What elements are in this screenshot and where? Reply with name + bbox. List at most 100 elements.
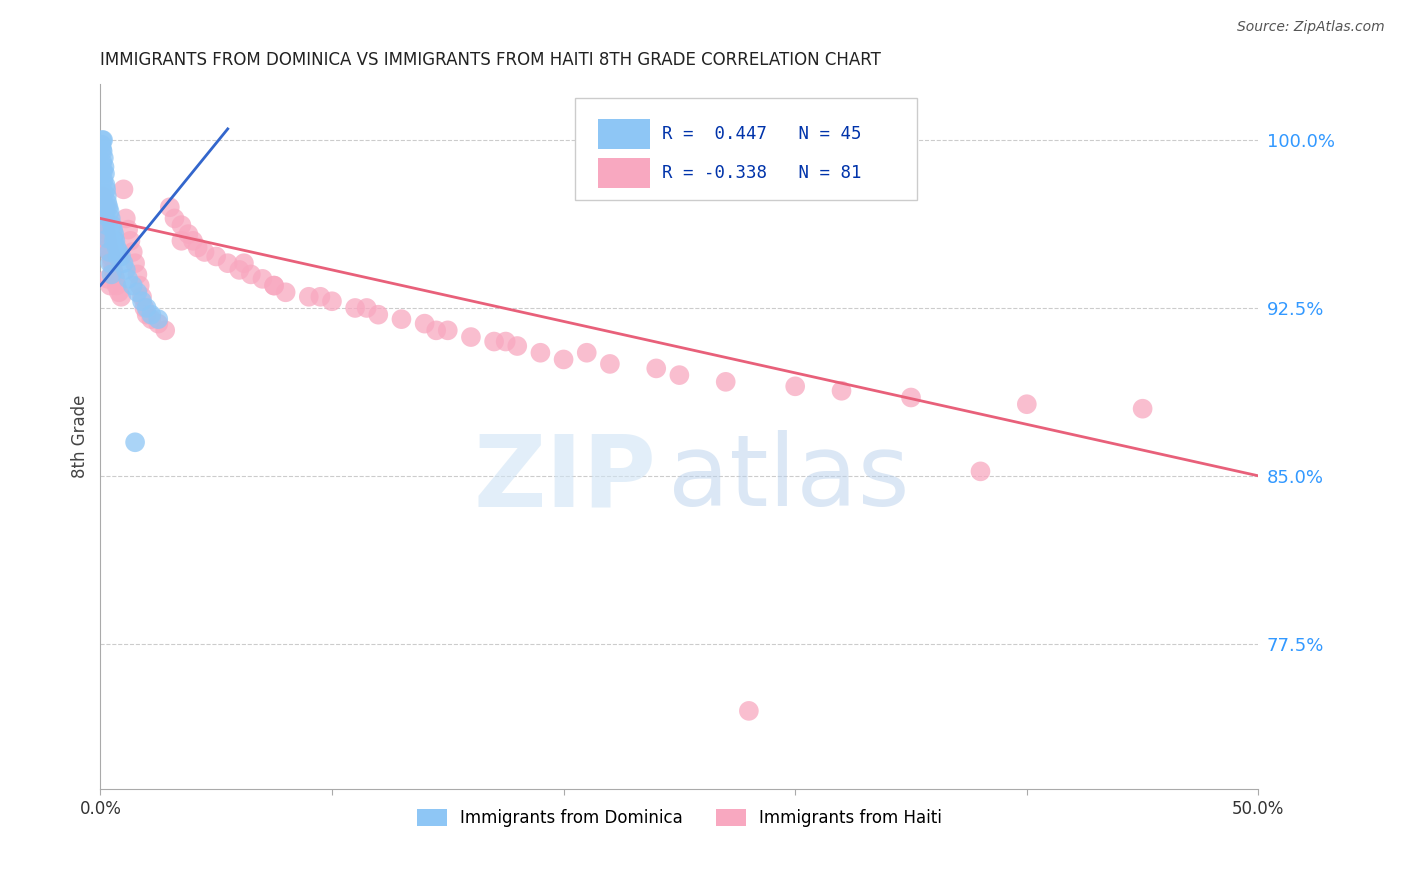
- Point: [94, 211, 117, 226]
- Text: ZIP: ZIP: [474, 431, 657, 527]
- Point: [94, 209, 117, 223]
- Point: [97, 272, 120, 286]
- Point: [108, 285, 131, 300]
- Point: [90, 137, 112, 152]
- Point: [91, 164, 114, 178]
- Point: [228, 263, 250, 277]
- Point: [110, 250, 132, 264]
- Point: [668, 368, 690, 383]
- Point: [969, 464, 991, 478]
- Point: [141, 312, 163, 326]
- Point: [344, 301, 367, 315]
- Point: [93, 151, 115, 165]
- Point: [233, 256, 256, 270]
- Point: [831, 384, 853, 398]
- Point: [91, 189, 114, 203]
- Point: [98, 256, 121, 270]
- Point: [177, 227, 200, 241]
- Point: [114, 263, 136, 277]
- Point: [714, 375, 737, 389]
- Point: [170, 218, 193, 232]
- Point: [263, 278, 285, 293]
- Text: R =  0.447   N = 45: R = 0.447 N = 45: [662, 125, 862, 144]
- Point: [170, 234, 193, 248]
- Point: [128, 278, 150, 293]
- Point: [96, 200, 118, 214]
- Point: [91, 142, 114, 156]
- Point: [460, 330, 482, 344]
- Text: Source: ZipAtlas.com: Source: ZipAtlas.com: [1237, 20, 1385, 34]
- Text: IMMIGRANTS FROM DOMINICA VS IMMIGRANTS FROM HAITI 8TH GRADE CORRELATION CHART: IMMIGRANTS FROM DOMINICA VS IMMIGRANTS F…: [100, 51, 882, 69]
- Point: [124, 256, 146, 270]
- Point: [94, 200, 117, 214]
- Point: [121, 278, 143, 293]
- Point: [117, 222, 139, 236]
- Point: [900, 391, 922, 405]
- Point: [91, 133, 114, 147]
- Point: [127, 268, 149, 282]
- Legend: Immigrants from Dominica, Immigrants from Haiti: Immigrants from Dominica, Immigrants fro…: [411, 802, 949, 834]
- Point: [120, 234, 142, 248]
- Point: [645, 361, 668, 376]
- Point: [108, 245, 131, 260]
- Point: [98, 204, 121, 219]
- Point: [274, 285, 297, 300]
- Point: [148, 317, 170, 331]
- Point: [105, 278, 128, 293]
- Point: [1015, 397, 1038, 411]
- Point: [98, 245, 121, 260]
- Point: [263, 278, 285, 293]
- Point: [96, 189, 118, 203]
- Point: [141, 308, 163, 322]
- Point: [101, 218, 124, 232]
- Point: [356, 301, 378, 315]
- Point: [104, 234, 127, 248]
- Point: [94, 182, 117, 196]
- Point: [495, 334, 517, 349]
- Point: [121, 245, 143, 260]
- Point: [391, 312, 413, 326]
- Point: [217, 256, 239, 270]
- Point: [101, 222, 124, 236]
- Point: [529, 345, 551, 359]
- Point: [91, 195, 114, 210]
- Point: [298, 290, 321, 304]
- Point: [252, 272, 274, 286]
- Point: [105, 240, 128, 254]
- Point: [103, 268, 125, 282]
- Point: [436, 323, 458, 337]
- Bar: [599, 120, 651, 149]
- Point: [553, 352, 575, 367]
- Point: [194, 245, 217, 260]
- Text: R = -0.338   N = 81: R = -0.338 N = 81: [662, 164, 862, 182]
- Point: [91, 155, 114, 169]
- Point: [107, 250, 129, 264]
- Point: [93, 173, 115, 187]
- Point: [1132, 401, 1154, 416]
- Point: [148, 312, 170, 326]
- Bar: [599, 158, 651, 188]
- Point: [413, 317, 436, 331]
- Point: [135, 301, 157, 315]
- Point: [124, 435, 146, 450]
- Point: [91, 133, 114, 147]
- Text: atlas: atlas: [668, 431, 910, 527]
- FancyBboxPatch shape: [575, 98, 917, 201]
- Point: [309, 290, 332, 304]
- Point: [131, 290, 153, 304]
- Point: [159, 200, 181, 214]
- Point: [367, 308, 389, 322]
- Point: [599, 357, 621, 371]
- Point: [94, 178, 117, 192]
- Point: [98, 245, 121, 260]
- Point: [97, 200, 120, 214]
- Point: [127, 285, 149, 300]
- Point: [96, 218, 118, 232]
- Point: [101, 263, 124, 277]
- Point: [96, 234, 118, 248]
- Point: [97, 240, 120, 254]
- Point: [187, 240, 209, 254]
- Point: [117, 272, 139, 286]
- Point: [94, 227, 117, 241]
- Point: [112, 256, 135, 270]
